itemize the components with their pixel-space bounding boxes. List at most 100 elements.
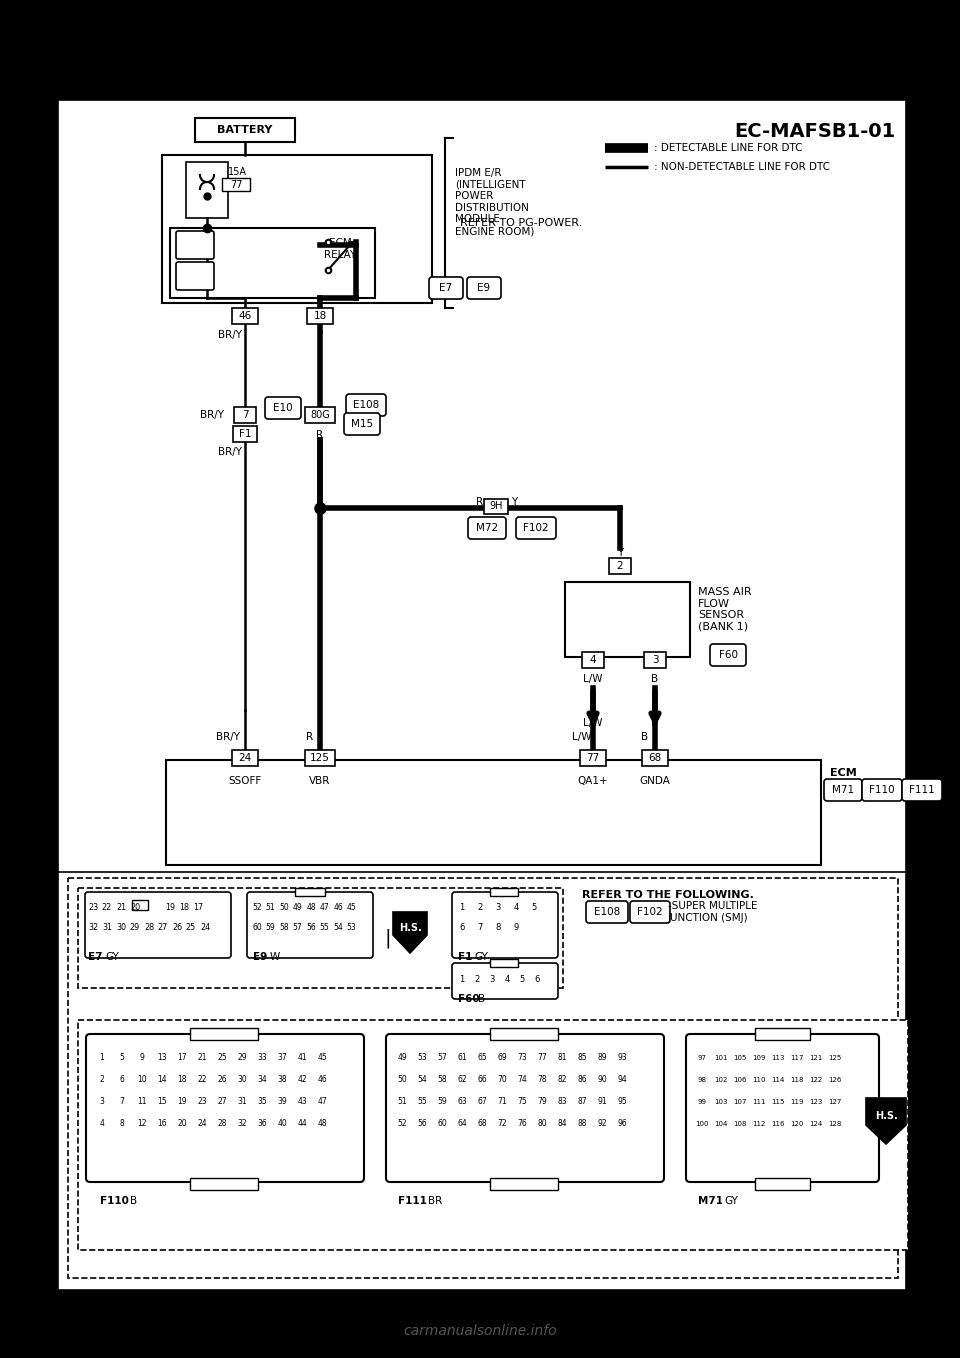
Text: F102: F102 [523, 523, 549, 532]
Text: 53: 53 [347, 923, 356, 933]
Text: VBR: VBR [309, 775, 330, 786]
Text: 63: 63 [457, 1097, 467, 1107]
Text: MASS AIR
FLOW
SENSOR
(BANK 1): MASS AIR FLOW SENSOR (BANK 1) [698, 587, 752, 631]
Text: 46: 46 [333, 903, 343, 913]
Text: 46: 46 [238, 311, 252, 320]
Text: 103: 103 [714, 1099, 728, 1105]
FancyBboxPatch shape [516, 517, 556, 539]
Text: 20: 20 [130, 903, 140, 913]
Text: 18: 18 [313, 311, 326, 320]
Bar [68, 879, 898, 1278]
Text: 19: 19 [165, 903, 175, 913]
Text: 60: 60 [437, 1119, 446, 1128]
FancyBboxPatch shape [429, 277, 463, 299]
Bar [307, 308, 333, 325]
Text: 45: 45 [347, 903, 356, 913]
Text: 38: 38 [277, 1076, 287, 1085]
Bar [580, 750, 606, 766]
Text: 26: 26 [217, 1076, 227, 1085]
Text: |: | [385, 929, 392, 948]
Bar [565, 583, 690, 657]
Text: 22: 22 [197, 1076, 206, 1085]
FancyBboxPatch shape [344, 413, 380, 435]
Text: 29: 29 [130, 923, 140, 933]
FancyBboxPatch shape [346, 394, 386, 416]
FancyBboxPatch shape [686, 1033, 879, 1181]
Text: 118: 118 [790, 1077, 804, 1082]
Text: M71: M71 [698, 1196, 723, 1206]
Text: 58: 58 [279, 923, 289, 933]
Text: F111: F111 [909, 785, 935, 794]
Text: 6: 6 [535, 975, 540, 985]
Text: GY: GY [105, 952, 119, 961]
Bar [295, 888, 325, 896]
Text: 108: 108 [733, 1120, 747, 1127]
Text: 37: 37 [277, 1054, 287, 1062]
Text: 127: 127 [828, 1099, 842, 1105]
Bar [305, 750, 335, 766]
Text: : DETECTABLE LINE FOR DTC: : DETECTABLE LINE FOR DTC [654, 143, 803, 153]
Text: 17: 17 [193, 903, 204, 913]
Text: B: B [652, 674, 659, 684]
Text: 43: 43 [298, 1097, 307, 1107]
Bar [58, 100, 906, 1290]
Bar [490, 959, 518, 967]
Bar [195, 118, 295, 143]
Text: 19: 19 [178, 1097, 187, 1107]
Text: REFER TO PG-POWER.: REFER TO PG-POWER. [460, 219, 583, 228]
Text: 16: 16 [157, 1119, 167, 1128]
Text: F111: F111 [398, 1196, 427, 1206]
Text: 77: 77 [538, 1054, 547, 1062]
Bar [190, 1177, 258, 1190]
Text: W: W [270, 952, 280, 961]
Text: F102: F102 [637, 907, 662, 917]
Text: 4: 4 [100, 1119, 105, 1128]
Text: R: R [317, 430, 324, 440]
Text: 47: 47 [320, 903, 329, 913]
Text: 6: 6 [120, 1076, 125, 1085]
Bar [232, 308, 258, 325]
Text: 4: 4 [504, 975, 510, 985]
Text: 110: 110 [753, 1077, 766, 1082]
Bar [233, 426, 257, 441]
Text: E10: E10 [274, 403, 293, 413]
FancyBboxPatch shape [386, 1033, 664, 1181]
Text: 24: 24 [238, 752, 252, 763]
Text: 109: 109 [753, 1055, 766, 1061]
Text: 128: 128 [828, 1120, 842, 1127]
Text: 8: 8 [120, 1119, 125, 1128]
Text: 5: 5 [120, 1054, 125, 1062]
Text: 83: 83 [557, 1097, 566, 1107]
Text: 8: 8 [495, 923, 501, 933]
Text: 80G: 80G [310, 410, 330, 420]
Text: B: B [478, 994, 485, 1004]
Text: 50: 50 [279, 903, 289, 913]
Text: 2: 2 [474, 975, 480, 985]
Bar [78, 888, 563, 989]
Text: 78: 78 [538, 1076, 547, 1085]
Text: 104: 104 [714, 1120, 728, 1127]
Text: 56: 56 [306, 923, 316, 933]
Text: L/W: L/W [572, 732, 591, 741]
Text: 89: 89 [597, 1054, 607, 1062]
Text: L/W: L/W [584, 674, 603, 684]
Text: 3: 3 [490, 975, 494, 985]
Text: BR/Y: BR/Y [218, 330, 242, 340]
Text: 49: 49 [397, 1054, 407, 1062]
Text: E9: E9 [477, 282, 491, 293]
Text: 67: 67 [477, 1097, 487, 1107]
FancyBboxPatch shape [176, 262, 214, 291]
Text: BR: BR [428, 1196, 443, 1206]
FancyBboxPatch shape [452, 892, 558, 957]
Text: 115: 115 [771, 1099, 784, 1105]
Text: 28: 28 [217, 1119, 227, 1128]
Text: 121: 121 [809, 1055, 823, 1061]
Text: 40: 40 [277, 1119, 287, 1128]
Text: 5: 5 [532, 903, 537, 913]
Text: 10: 10 [137, 1076, 147, 1085]
Text: 22: 22 [102, 903, 112, 913]
Text: IPDM E/R
(INTELLIGENT
POWER
DISTRIBUTION
MODULE
ENGINE ROOM): IPDM E/R (INTELLIGENT POWER DISTRIBUTION… [455, 168, 535, 236]
Bar [222, 178, 250, 191]
Text: 1: 1 [460, 903, 465, 913]
Text: 99: 99 [698, 1099, 707, 1105]
